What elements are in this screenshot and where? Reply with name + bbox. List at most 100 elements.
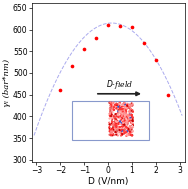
Point — [131, 124, 134, 127]
Point — [129, 116, 132, 119]
Point — [126, 122, 129, 125]
Point — [130, 116, 133, 119]
Point — [119, 108, 122, 111]
Point — [116, 103, 119, 106]
Point — [115, 102, 118, 105]
Point — [129, 116, 132, 119]
Point — [131, 122, 134, 125]
Point — [124, 110, 127, 113]
Point — [126, 134, 129, 137]
Point — [108, 127, 111, 130]
Point — [116, 118, 119, 121]
Y-axis label: γₗ (bar*nm): γₗ (bar*nm) — [3, 59, 11, 107]
Point — [120, 107, 123, 110]
Point — [130, 132, 133, 135]
Point — [123, 114, 126, 117]
Point — [109, 103, 112, 106]
Point — [123, 114, 126, 117]
Point — [109, 105, 112, 108]
Point — [110, 122, 113, 125]
Point — [131, 130, 134, 133]
Point — [126, 106, 129, 109]
Point — [120, 107, 123, 110]
Point — [125, 105, 128, 108]
Point — [123, 129, 126, 132]
Point — [112, 133, 115, 136]
Point — [130, 128, 133, 131]
Point — [118, 111, 121, 114]
Point — [117, 125, 120, 129]
Point — [127, 127, 130, 130]
Point — [111, 126, 114, 129]
Point — [125, 125, 128, 128]
Point — [112, 101, 115, 104]
Point — [123, 101, 126, 105]
Point — [122, 110, 125, 113]
Point — [114, 118, 118, 121]
Point — [129, 128, 132, 131]
Point — [114, 123, 117, 126]
Point — [111, 126, 114, 129]
Point — [131, 120, 134, 123]
Point — [110, 111, 113, 114]
Point — [120, 117, 123, 120]
Point — [123, 101, 126, 105]
Point — [123, 120, 126, 123]
Point — [110, 127, 113, 130]
Point — [131, 119, 134, 122]
Point — [122, 103, 125, 106]
Point — [111, 130, 114, 133]
Point — [124, 112, 127, 115]
Point — [124, 109, 127, 112]
Point — [115, 133, 118, 136]
Point — [130, 121, 133, 124]
Point — [131, 118, 134, 121]
Point — [119, 117, 122, 120]
Point — [108, 112, 111, 115]
Point — [126, 121, 129, 124]
Point — [127, 129, 130, 132]
Point — [108, 125, 111, 128]
Point — [117, 121, 120, 124]
Point — [120, 114, 123, 117]
Point — [118, 122, 121, 125]
Point — [126, 130, 129, 133]
Point — [117, 116, 120, 119]
Point — [128, 119, 131, 122]
Point — [130, 126, 133, 129]
Point — [109, 123, 112, 126]
Point — [120, 112, 123, 115]
Point — [131, 126, 134, 129]
Point — [128, 125, 131, 128]
Point — [115, 119, 118, 122]
Point — [166, 93, 169, 96]
Point — [112, 125, 115, 128]
Point — [118, 105, 121, 108]
Point — [110, 129, 113, 132]
Point — [128, 109, 131, 112]
Point — [117, 108, 120, 111]
Point — [113, 118, 116, 121]
Point — [126, 129, 129, 132]
Point — [131, 123, 134, 126]
Point — [112, 109, 115, 112]
Point — [108, 130, 111, 133]
Point — [110, 114, 113, 117]
Point — [127, 119, 130, 122]
Point — [110, 131, 113, 134]
Point — [112, 122, 115, 125]
Point — [122, 128, 125, 131]
Point — [130, 115, 133, 119]
Point — [114, 113, 118, 116]
Point — [128, 104, 131, 107]
Point — [59, 89, 62, 92]
Point — [130, 114, 133, 117]
Point — [113, 113, 116, 116]
Point — [110, 103, 113, 106]
Point — [114, 121, 118, 124]
Point — [108, 117, 111, 120]
Point — [108, 104, 111, 107]
Point — [123, 111, 126, 114]
Point — [113, 117, 116, 120]
Point — [112, 126, 115, 129]
